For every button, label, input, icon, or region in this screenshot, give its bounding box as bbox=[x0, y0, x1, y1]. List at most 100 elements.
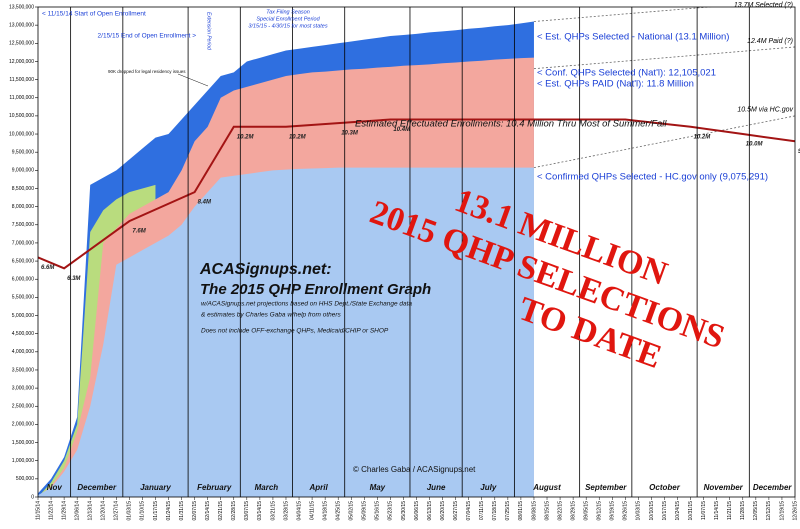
y-tick-label: 4,000,000 bbox=[12, 349, 34, 355]
value-label: 9.8M bbox=[798, 149, 800, 155]
month-label: August bbox=[532, 483, 561, 492]
series-label: Estimated Effectuated Enrollments: 10.4 … bbox=[355, 119, 667, 130]
x-tick-label: 03/07/15 bbox=[244, 501, 250, 521]
x-tick-label: 07/18/15 bbox=[492, 501, 498, 521]
x-tick-label: 07/04/15 bbox=[466, 501, 472, 521]
value-label: 6.3M bbox=[67, 276, 81, 282]
x-tick-label: 07/25/15 bbox=[505, 501, 511, 521]
y-tick-label: 3,500,000 bbox=[12, 367, 34, 373]
chart-subtitle: Does not include OFF-exchange QHPs, Medi… bbox=[201, 328, 389, 335]
value-label: 10.2M bbox=[237, 134, 255, 140]
annotation: 3/15/15 - 4/30/15 for most states bbox=[248, 23, 327, 29]
x-tick-label: 06/13/15 bbox=[427, 501, 433, 521]
x-tick-label: 08/01/15 bbox=[518, 501, 524, 521]
value-label: 10.2M bbox=[694, 134, 712, 140]
y-tick-label: 3,000,000 bbox=[12, 385, 34, 391]
x-tick-label: 05/02/15 bbox=[349, 501, 355, 521]
y-tick-label: 10,000,000 bbox=[9, 131, 34, 137]
x-tick-label: 12/26/15 bbox=[792, 501, 798, 521]
y-tick-label: 0 bbox=[31, 494, 34, 500]
x-tick-label: 09/26/15 bbox=[623, 501, 629, 521]
annotation: 2/15/15 End of Open Enrollment > bbox=[98, 33, 197, 40]
x-tick-label: 09/12/15 bbox=[597, 501, 603, 521]
month-label: October bbox=[649, 483, 681, 492]
x-tick-label: 01/10/15 bbox=[140, 501, 146, 521]
x-tick-label: 05/09/15 bbox=[362, 501, 368, 521]
x-tick-label: 02/07/15 bbox=[192, 501, 198, 521]
projection-label: 10.5M via HC.gov bbox=[737, 107, 793, 114]
credit: © Charles Gaba / ACASignups.net bbox=[353, 465, 476, 474]
month-label: March bbox=[255, 483, 279, 492]
x-tick-label: 11/22/14 bbox=[48, 501, 54, 520]
series-label: < Conf. QHPs Selected (Nat'l): 12,105,02… bbox=[537, 68, 716, 79]
y-tick-label: 4,500,000 bbox=[12, 331, 34, 337]
chart-subtitle: w/ACASignups.net projections based on HH… bbox=[201, 301, 412, 308]
x-tick-label: 03/14/15 bbox=[257, 501, 263, 521]
y-tick-label: 10,500,000 bbox=[9, 113, 34, 119]
annotation: Tax Filing Season bbox=[266, 9, 310, 15]
annotation: < Est. QHPs PAID (Nat'l): 11.8 Million bbox=[537, 79, 694, 90]
y-tick-label: 2,500,000 bbox=[12, 404, 34, 410]
annotation-arrow bbox=[177, 73, 209, 87]
y-tick-label: 6,000,000 bbox=[12, 277, 34, 283]
x-tick-label: 05/23/15 bbox=[388, 501, 394, 521]
annotation: < 11/15/14 Start of Open Enrollment bbox=[42, 11, 146, 18]
chart-title: ACASignups.net: bbox=[199, 261, 332, 278]
x-tick-label: 01/24/15 bbox=[166, 501, 172, 521]
x-tick-label: 01/17/15 bbox=[153, 501, 159, 521]
month-label: December bbox=[753, 483, 793, 492]
month-label: January bbox=[140, 483, 171, 492]
annotation: Extension Period bbox=[206, 12, 212, 50]
value-label: 6.6M bbox=[41, 265, 55, 271]
line bbox=[38, 118, 795, 270]
y-tick-label: 2,000,000 bbox=[12, 422, 34, 428]
y-tick-label: 11,500,000 bbox=[9, 77, 34, 83]
x-tick-label: 11/29/14 bbox=[61, 501, 67, 520]
x-tick-label: 01/03/15 bbox=[127, 501, 133, 521]
x-tick-label: 08/08/15 bbox=[531, 501, 537, 521]
chart-subtitle: & estimates by Charles Gaba w/help from … bbox=[201, 312, 342, 319]
y-tick-label: 7,000,000 bbox=[12, 240, 34, 246]
x-tick-label: 12/19/15 bbox=[779, 501, 785, 521]
x-tick-label: 12/06/14 bbox=[74, 501, 80, 521]
x-tick-label: 06/06/15 bbox=[414, 501, 420, 521]
x-tick-label: 05/16/15 bbox=[375, 501, 381, 521]
x-tick-label: 03/21/15 bbox=[270, 501, 276, 521]
x-tick-label: 09/05/15 bbox=[584, 501, 590, 521]
x-tick-label: 04/18/15 bbox=[322, 501, 328, 521]
x-tick-label: 04/11/15 bbox=[309, 501, 315, 520]
y-tick-label: 8,500,000 bbox=[12, 186, 34, 192]
x-tick-label: 11/07/15 bbox=[701, 501, 707, 520]
x-tick-label: 10/03/15 bbox=[636, 501, 642, 521]
month-label: Nov bbox=[47, 483, 63, 492]
x-tick-label: 12/27/14 bbox=[114, 501, 120, 521]
x-tick-label: 10/24/15 bbox=[675, 501, 681, 521]
value-label: 10.4M bbox=[393, 127, 411, 133]
month-label: September bbox=[585, 483, 627, 492]
x-tick-label: 11/28/15 bbox=[740, 501, 746, 520]
x-tick-label: 04/25/15 bbox=[336, 501, 342, 521]
x-tick-label: 10/17/15 bbox=[662, 501, 668, 521]
x-tick-label: 11/14/15 bbox=[714, 501, 720, 520]
month-label: July bbox=[480, 483, 497, 492]
y-tick-label: 13,000,000 bbox=[9, 22, 34, 28]
x-tick-label: 05/30/15 bbox=[401, 501, 407, 521]
projection-label: 13.7M Selected (?) bbox=[734, 2, 793, 9]
month-label: June bbox=[427, 483, 446, 492]
annotation: 90K dropped for legal residency issues bbox=[108, 69, 186, 74]
x-tick-label: 03/28/15 bbox=[283, 501, 289, 521]
y-tick-label: 9,500,000 bbox=[12, 150, 34, 156]
y-tick-label: 5,000,000 bbox=[12, 313, 34, 319]
x-tick-label: 12/12/15 bbox=[766, 501, 772, 521]
x-tick-label: 02/28/15 bbox=[231, 501, 237, 521]
value-label: 10.0M bbox=[746, 142, 764, 148]
y-tick-label: 7,500,000 bbox=[12, 222, 34, 228]
x-tick-label: 01/31/15 bbox=[179, 501, 185, 521]
month-label: December bbox=[77, 483, 117, 492]
y-tick-label: 5,500,000 bbox=[12, 295, 34, 301]
y-tick-label: 11,000,000 bbox=[9, 95, 34, 101]
x-tick-label: 02/14/15 bbox=[205, 501, 211, 521]
value-label: 8.4M bbox=[198, 200, 212, 206]
month-label: November bbox=[704, 483, 744, 492]
